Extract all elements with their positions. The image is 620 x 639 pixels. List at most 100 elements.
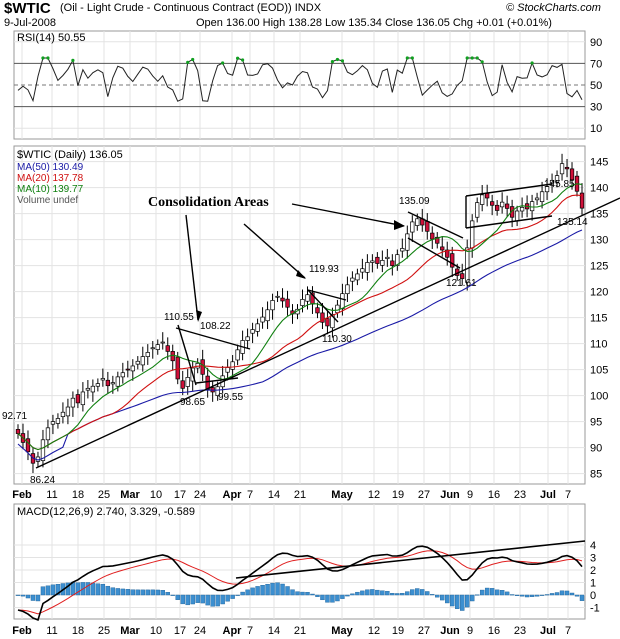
x-tick-label-macd: 10 xyxy=(150,625,162,637)
candle-body xyxy=(559,163,565,175)
candle-body xyxy=(125,368,130,371)
rsi-overbought-mark xyxy=(340,59,345,63)
candle-body xyxy=(415,218,420,226)
macd-histogram-bar xyxy=(155,589,160,596)
macd-histogram-bar xyxy=(390,593,395,596)
macd-histogram-bar xyxy=(20,594,26,597)
macd-histogram-bar xyxy=(574,594,580,597)
macd-histogram-bar xyxy=(265,583,270,596)
macd-histogram-bar xyxy=(300,591,305,596)
macd-histogram-bar xyxy=(519,594,525,597)
candle-body xyxy=(465,247,470,283)
macd-histogram-bar xyxy=(115,588,121,596)
candle-body xyxy=(360,268,365,273)
candle-body xyxy=(425,221,430,232)
candle-body xyxy=(265,309,270,322)
y-tick-label: 90 xyxy=(590,443,602,455)
x-tick-label-macd: Feb xyxy=(12,625,32,637)
consolidation-3-top xyxy=(407,211,464,239)
macd-histogram-bar xyxy=(445,594,450,604)
candle-body xyxy=(275,295,280,298)
y-tick-label: 140 xyxy=(590,183,608,195)
candle-body xyxy=(75,394,81,404)
rsi-tick-label: 90 xyxy=(590,37,602,49)
candle-body xyxy=(110,382,115,385)
macd-histogram-bar xyxy=(55,584,61,596)
legend-ma20: MA(20) 137.78 xyxy=(17,173,84,184)
macd-histogram-bar xyxy=(360,590,365,596)
rsi-overbought-mark xyxy=(335,57,340,62)
x-tick-label-macd: 7 xyxy=(565,625,571,637)
macd-histogram-bar xyxy=(375,589,380,596)
y-tick-label: 95 xyxy=(590,417,602,429)
rsi-tick-label: 70 xyxy=(590,58,602,70)
macd-histogram-bar xyxy=(120,588,126,596)
rsi-line xyxy=(17,57,583,103)
macd-histogram-bar xyxy=(285,586,290,596)
candle-body xyxy=(350,277,355,282)
consolidation-2-bottom xyxy=(307,289,339,323)
candle-body xyxy=(175,356,180,380)
macd-histogram-bar xyxy=(335,594,340,602)
candle-body xyxy=(65,406,71,417)
rising-support-trendline xyxy=(35,197,620,469)
macd-histogram-bar xyxy=(35,594,41,602)
candle-body xyxy=(569,168,575,181)
candle-body xyxy=(40,439,46,461)
y-tick-label: 110 xyxy=(590,339,608,351)
x-tick-label: 27 xyxy=(418,489,430,501)
candle-body xyxy=(554,175,560,183)
candle-body xyxy=(280,297,285,302)
candle-body xyxy=(514,210,520,222)
candle-body xyxy=(490,201,495,206)
x-tick-label: 19 xyxy=(392,489,404,501)
macd-tick-label: -1 xyxy=(590,603,600,615)
x-tick-label-macd: Mar xyxy=(120,625,140,637)
candle-body xyxy=(100,378,105,381)
candle-body xyxy=(300,299,305,306)
x-tick-label-macd: Jul xyxy=(540,625,556,637)
macd-histogram-bar xyxy=(220,594,225,605)
candle-body xyxy=(255,323,260,332)
candle-body xyxy=(385,256,390,259)
candle-body xyxy=(180,380,185,389)
candle-body xyxy=(579,192,585,209)
macd-histogram-bar xyxy=(504,591,510,596)
ticker-symbol: $WTIC xyxy=(4,0,51,17)
macd-histogram-bar xyxy=(499,590,505,596)
macd-histogram-bar xyxy=(30,594,36,601)
x-tick-label: 7 xyxy=(565,489,571,501)
macd-histogram-bar xyxy=(180,594,185,605)
candle-body xyxy=(405,233,410,251)
candle-body xyxy=(70,397,76,408)
y-tick-label: 120 xyxy=(590,287,608,299)
macd-histogram-bar xyxy=(255,586,260,596)
x-tick-label: 9 xyxy=(467,489,473,501)
rsi-tick-label: 10 xyxy=(590,123,602,135)
macd-histogram-bar xyxy=(190,594,195,605)
rsi-overbought-mark xyxy=(191,57,195,62)
candle-body xyxy=(445,249,450,258)
rsi-overbought-mark xyxy=(405,56,409,60)
candle-body xyxy=(165,345,170,352)
macd-histogram-bar xyxy=(549,593,555,596)
candle-body xyxy=(549,179,555,184)
ohlc-summary: Open 136.00 High 138.28 Low 135.34 Close… xyxy=(196,17,552,29)
x-tick-label: Feb xyxy=(12,489,32,501)
candle-body xyxy=(380,260,385,266)
macd-tick-label: 1 xyxy=(590,578,596,590)
macd-histogram-bar xyxy=(185,594,190,606)
rsi-overbought-mark xyxy=(46,56,50,60)
x-tick-label-macd: 21 xyxy=(294,625,306,637)
candle-body xyxy=(390,260,395,266)
price-callout: 121.61 xyxy=(446,278,477,289)
x-tick-label: Apr xyxy=(223,489,243,501)
macd-histogram-bar xyxy=(355,591,360,596)
macd-histogram-bar xyxy=(469,594,475,602)
x-tick-label-macd: 23 xyxy=(514,625,526,637)
candle-body xyxy=(400,248,405,252)
candle-body xyxy=(130,365,135,372)
macd-histogram-bar xyxy=(40,586,46,596)
macd-tick-label: 3 xyxy=(590,553,596,565)
candle-body xyxy=(539,191,545,202)
